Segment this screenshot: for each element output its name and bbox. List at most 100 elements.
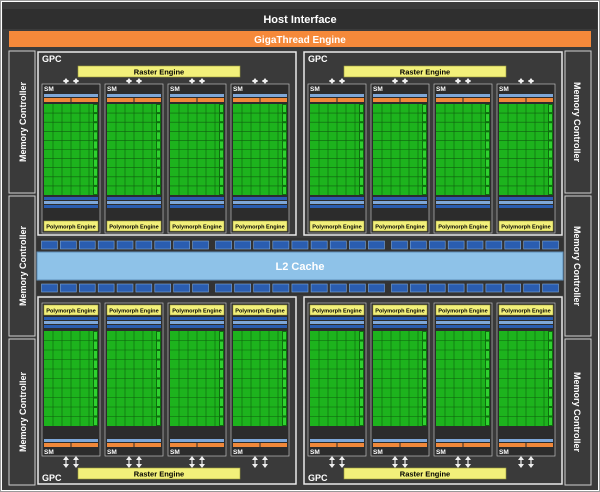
sm-sfu-column xyxy=(282,331,287,426)
polymorph-engine-label: Polymorph Engine xyxy=(172,309,221,315)
sfu-cell xyxy=(283,159,286,167)
sm-scheduler-bar xyxy=(499,443,526,447)
sm-scheduler-bar xyxy=(107,443,134,447)
sfu-cell xyxy=(360,132,363,140)
sfu-cell xyxy=(283,168,286,176)
sfu-cell xyxy=(360,123,363,131)
sfu-cell xyxy=(549,141,552,149)
polymorph-engine-label: Polymorph Engine xyxy=(438,225,487,231)
arrow-head xyxy=(402,464,408,468)
sfu-cell xyxy=(486,332,489,340)
raster-engine-block xyxy=(77,65,241,78)
sfu-cell xyxy=(423,186,426,194)
sfu-cell xyxy=(549,398,552,406)
polymorph-engine-label: Polymorph Engine xyxy=(46,225,95,231)
sm-register-strip xyxy=(499,94,553,97)
sfu-cell xyxy=(157,370,160,378)
sm-register-strip xyxy=(310,94,364,97)
gpc-panel: GPC Raster Engine SM Polymorph Engine SM Poly… xyxy=(303,51,563,236)
sm-cache-bar xyxy=(436,321,490,324)
gigathread-engine-label: GigaThread Engine xyxy=(254,35,346,46)
sm-register-strip xyxy=(436,94,490,97)
sm-cache-bar xyxy=(310,197,364,200)
l2-bus-block xyxy=(253,240,271,250)
sfu-cell xyxy=(486,370,489,378)
l2-bus-block xyxy=(192,283,209,293)
sm-register-strip xyxy=(233,439,287,442)
sm-label: SM xyxy=(310,449,320,456)
l2-bus-block xyxy=(504,283,521,293)
sfu-cell xyxy=(486,105,489,113)
l2-bus-block xyxy=(79,240,96,250)
arrow-head xyxy=(136,464,142,468)
sfu-cell xyxy=(360,332,363,340)
arrow-head xyxy=(465,464,471,468)
sm-sfu-column xyxy=(485,104,490,195)
sm-scheduler-bar xyxy=(400,443,427,447)
sfu-cell xyxy=(360,379,363,387)
arrow-head xyxy=(528,80,534,84)
arrow-head xyxy=(126,456,132,460)
sfu-cell xyxy=(157,123,160,131)
sfu-cell xyxy=(220,114,223,122)
arrow-head xyxy=(63,456,69,460)
sfu-cell xyxy=(94,398,97,406)
l2-bus-block xyxy=(391,240,408,250)
sfu-cell xyxy=(94,389,97,397)
sm-label: SM xyxy=(499,449,509,456)
sm-scheduler-bar xyxy=(463,98,490,102)
raster-engine-label: Raster Engine xyxy=(400,470,450,479)
sm-scheduler-bar xyxy=(107,98,134,102)
sm-cache-bar xyxy=(373,201,427,204)
arrow-head xyxy=(136,456,142,460)
polymorph-engine-block xyxy=(372,304,428,316)
sfu-cell xyxy=(157,132,160,140)
memory-controller-label: Memory Controller xyxy=(572,82,582,163)
l2-bus-block xyxy=(60,240,77,250)
sm-cache-bar xyxy=(373,317,427,320)
sfu-cell xyxy=(423,341,426,349)
sm-scheduler-bar xyxy=(233,98,260,102)
gpc-label: GPC xyxy=(42,54,62,64)
polymorph-engine-label: Polymorph Engine xyxy=(235,225,284,231)
sfu-cell xyxy=(423,114,426,122)
sfu-cell xyxy=(486,114,489,122)
arrow-head xyxy=(252,464,258,468)
sm-scheduler-bar xyxy=(44,443,71,447)
l2-bus-block xyxy=(41,283,58,293)
sm-label: SM xyxy=(107,86,117,93)
l2-bus-block xyxy=(348,240,366,250)
gpc-panel: GPC Raster Engine SM Polymorph Engine SM Poly… xyxy=(37,296,297,485)
sm-block: SM Polymorph Engine xyxy=(167,302,227,457)
arrow-head xyxy=(465,456,471,460)
sfu-cell xyxy=(157,389,160,397)
arrow-head xyxy=(455,80,461,84)
arrow-head xyxy=(455,456,461,460)
l2-bus-block xyxy=(329,240,347,250)
sm-block: SM Polymorph Engine xyxy=(167,83,227,234)
sm-cache-bar xyxy=(170,205,224,208)
sfu-cell xyxy=(220,168,223,176)
sm-label: SM xyxy=(233,449,243,456)
sm-scheduler-bar xyxy=(400,98,427,102)
sm-block: SM Polymorph Engine xyxy=(104,83,164,234)
sfu-cell xyxy=(360,114,363,122)
sm-cache-bar xyxy=(107,197,161,200)
polymorph-engine-block xyxy=(309,304,365,316)
sfu-cell xyxy=(549,159,552,167)
l2-bus-block xyxy=(391,283,408,293)
polymorph-engine-block xyxy=(435,304,491,316)
sm-register-strip xyxy=(170,94,224,97)
gpc-label: GPC xyxy=(42,473,62,483)
sm-cache-bar xyxy=(233,321,287,324)
sm-cache-bar xyxy=(170,201,224,204)
sfu-cell xyxy=(94,141,97,149)
l2-bus-block xyxy=(291,283,309,293)
sm-sfu-column xyxy=(548,331,553,426)
raster-engine-block xyxy=(77,467,241,480)
sm-sfu-column xyxy=(156,331,161,426)
l2-bus-block xyxy=(97,240,115,250)
sfu-cell xyxy=(283,132,286,140)
sfu-cell xyxy=(423,360,426,368)
arrow-head xyxy=(465,80,471,84)
